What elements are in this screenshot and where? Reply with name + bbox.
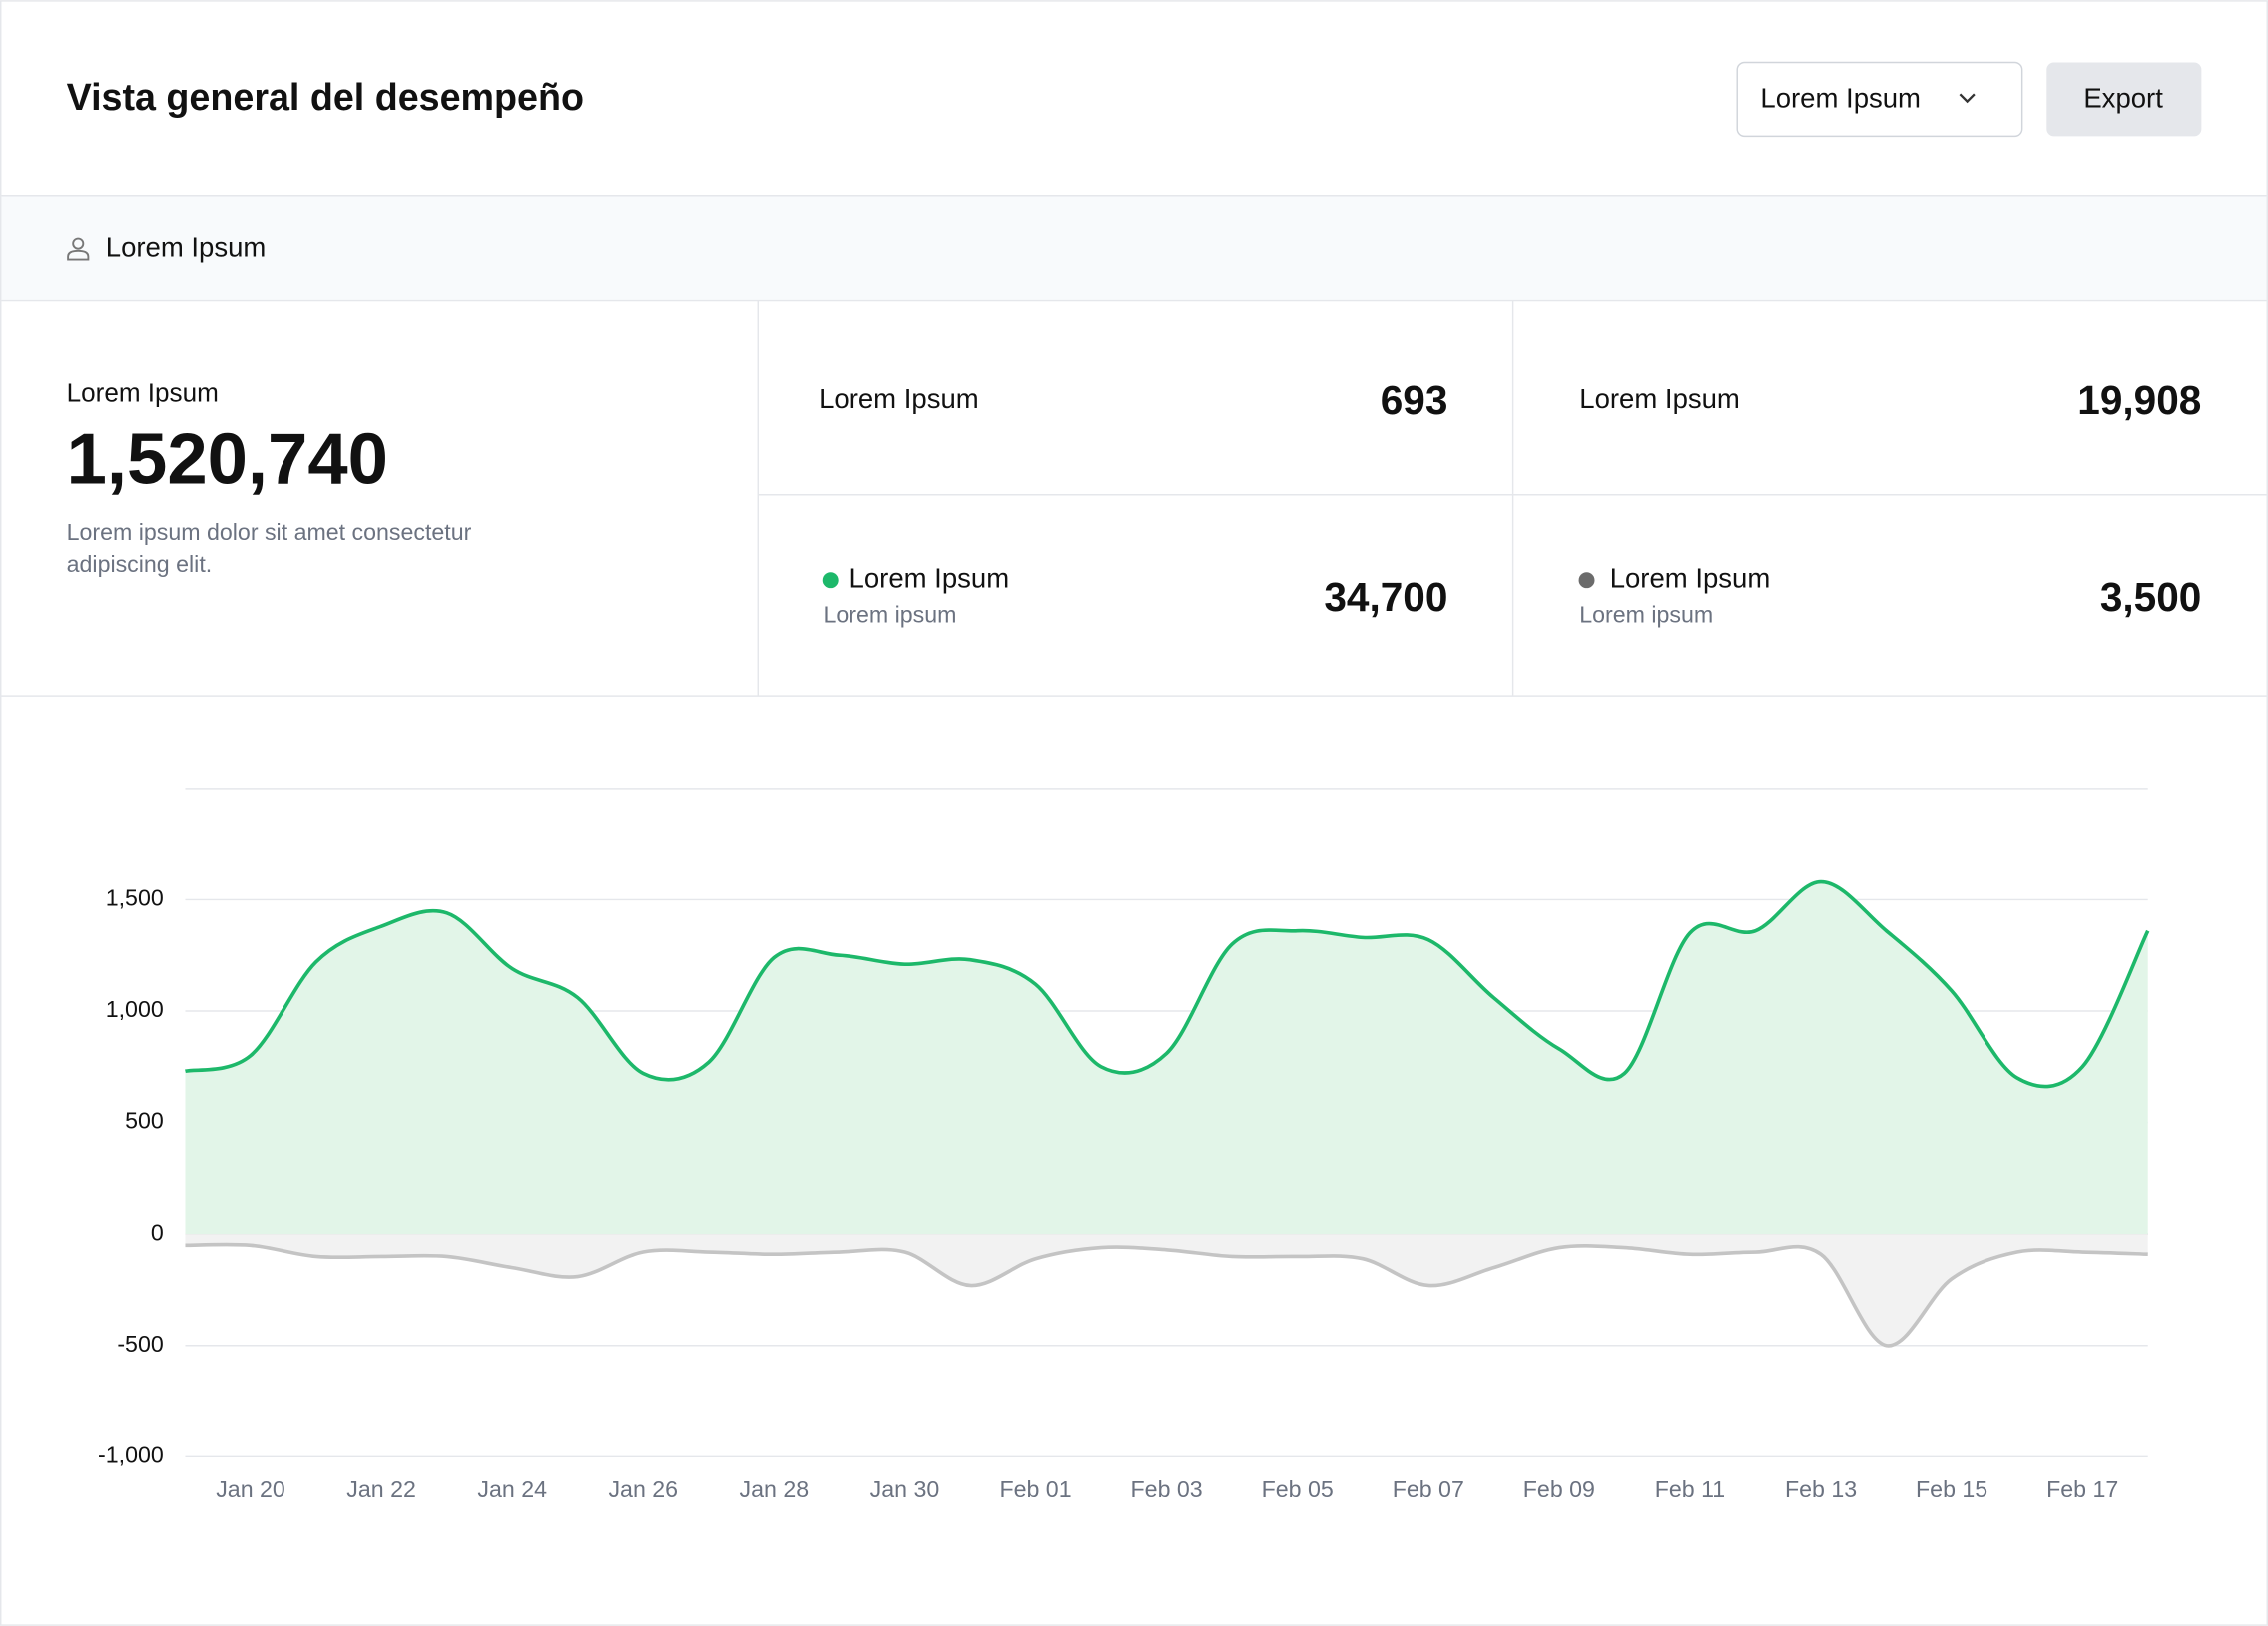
export-label[interactable]: Export: [2083, 82, 2163, 113]
x-tick-label: Jan 24: [477, 1476, 547, 1502]
stat-sublabel: Lorem ipsum: [823, 602, 956, 628]
line: [185, 879, 2150, 1089]
x-tick-label: Feb 01: [999, 1476, 1071, 1502]
y-tick-label: 1,000: [106, 996, 164, 1022]
dropdown[interactable]: [1736, 61, 2023, 138]
x-tick-label: Jan 22: [346, 1476, 416, 1502]
stat-label: Lorem Ipsum: [1579, 383, 1740, 414]
stat-label: Lorem Ipsum: [819, 383, 979, 414]
stat-value: 3,500: [2100, 574, 2202, 620]
legend-label: Lorem Ipsum: [850, 562, 1010, 593]
stat-value: 693: [1381, 377, 1448, 423]
export-button[interactable]: [2046, 62, 2202, 137]
area: [185, 1234, 2148, 1346]
y-tick-label: -500: [117, 1331, 163, 1356]
summary-description: adipiscing elit.: [67, 551, 213, 577]
x-tick-label: Feb 15: [1916, 1476, 1987, 1502]
chart: -1,000 -500 0 500 1,000 1,500 Jan 20 Jan 22 Jan …: [98, 788, 2150, 1502]
x-tick-label: Feb 17: [2046, 1476, 2118, 1502]
x-tick-label: Feb 03: [1131, 1476, 1203, 1502]
x-tick-label: Jan 26: [608, 1476, 678, 1502]
x-tick-label: Jan 20: [216, 1476, 285, 1502]
section-band: [1, 195, 2267, 301]
x-tick-label: Feb 13: [1785, 1476, 1857, 1502]
stat-value: 19,908: [2077, 377, 2201, 423]
section-label: Lorem Ipsum: [106, 232, 267, 263]
summary-description: Lorem ipsum dolor sit amet consectetur: [67, 519, 472, 545]
user-icon: [67, 237, 90, 261]
y-tick-label: 0: [151, 1219, 164, 1245]
x-tick-label: Jan 30: [870, 1476, 940, 1502]
x-tick-label: Feb 09: [1523, 1476, 1595, 1502]
x-tick-label: Jan 28: [740, 1476, 810, 1502]
stat-sublabel: Lorem ipsum: [1579, 602, 1713, 628]
y-tick-label: 500: [125, 1108, 164, 1134]
legend-dot: [1578, 572, 1595, 589]
summary-value: 1,520,740: [67, 418, 388, 499]
line: [185, 1242, 2148, 1348]
page-title: Vista general del desempeño: [67, 76, 584, 118]
x-tick-label: Feb 05: [1262, 1476, 1334, 1502]
y-tick-label: -1,000: [98, 1441, 164, 1467]
summary-label: Lorem Ipsum: [67, 378, 219, 408]
legend-label: Lorem Ipsum: [1610, 562, 1771, 593]
x-tick-label: Feb 11: [1655, 1476, 1725, 1502]
y-tick-label: 1,500: [106, 885, 164, 911]
chevron-icon: [1959, 93, 1976, 104]
stat-value: 34,700: [1324, 574, 1447, 620]
x-tick-label: Feb 07: [1393, 1476, 1464, 1502]
dropdown-label[interactable]: Lorem Ipsum: [1760, 82, 1921, 113]
legend-dot: [822, 572, 839, 589]
area: [185, 881, 2148, 1235]
